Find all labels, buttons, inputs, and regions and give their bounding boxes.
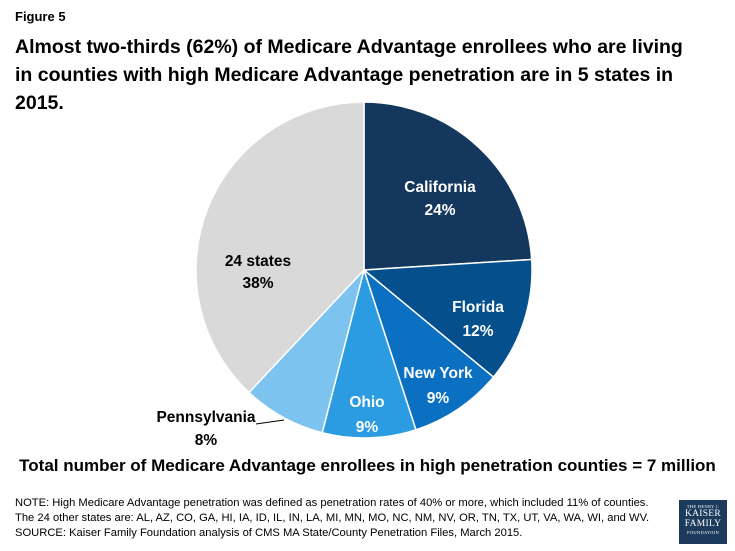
slice-name-label: New York: [403, 365, 473, 382]
slice-name-label: Ohio: [349, 394, 384, 411]
slice-ohio: [321, 267, 417, 439]
slice-value-label: 24%: [424, 202, 455, 219]
pie-slices: [195, 101, 533, 439]
note-definition: NOTE: High Medicare Advantage penetratio…: [15, 497, 649, 509]
slice-name-label: 24 states: [225, 253, 291, 270]
total-enrollees-note: Total number of Medicare Advantage enrol…: [19, 456, 716, 475]
slice-value-label: 9%: [427, 390, 450, 407]
slice-california: [363, 101, 533, 271]
pennsylvania-leader-line: [255, 419, 285, 425]
slice-new-york: [362, 267, 495, 431]
slice-name-label: Pennsylvania: [156, 409, 255, 426]
footnotes: NOTE: High Medicare Advantage penetratio…: [15, 496, 665, 541]
slice-value-label: 9%: [356, 419, 379, 436]
chart-title: Almost two-thirds (62%) of Medicare Adva…: [15, 36, 683, 114]
note-other-states: The 24 other states are: AL, AZ, CO, GA,…: [15, 512, 650, 524]
slice-labels: California 24% Florida 12% New York 9% Ohio 9% P…: [156, 179, 504, 449]
slice-value-label: 38%: [242, 275, 273, 292]
pie-chart: California 24% Florida 12% New York 9% Ohio 9% P…: [156, 101, 533, 449]
slice-value-label: 8%: [195, 432, 218, 449]
figure-label: Figure 5: [15, 9, 66, 24]
slice-24-states: [195, 101, 365, 394]
note-source: SOURCE: Kaiser Family Foundation analysi…: [15, 527, 523, 539]
slice-name-label: California: [404, 179, 476, 196]
slice-value-label: 12%: [462, 323, 493, 340]
slice-florida: [362, 258, 533, 379]
slice-name-label: Florida: [452, 299, 504, 316]
kff-logo: THE HENRY J. KAISER FAMILY FOUNDATION: [679, 500, 727, 544]
